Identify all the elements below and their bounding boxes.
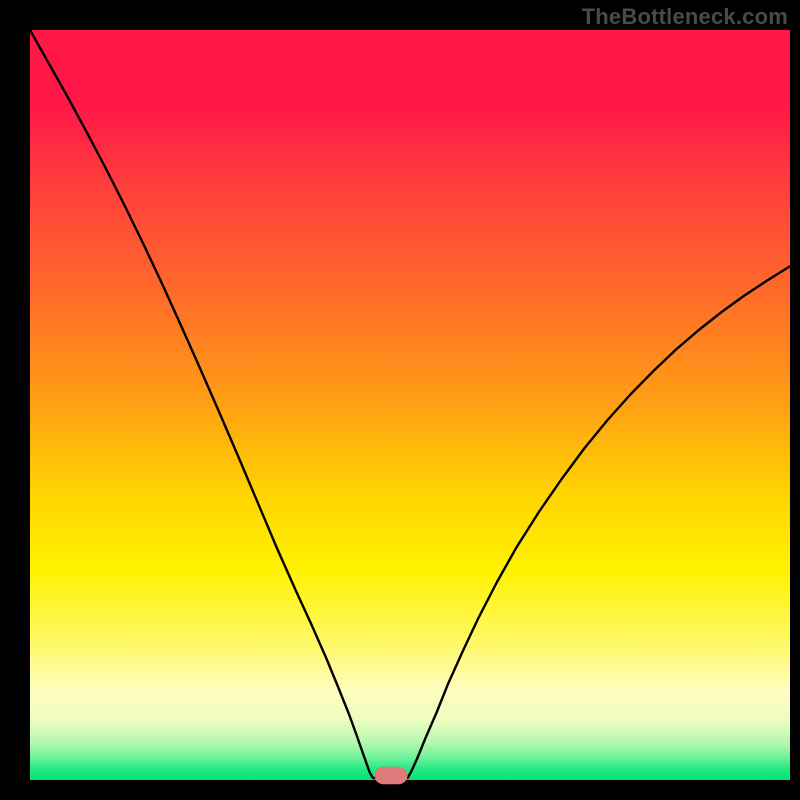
plot-background: [30, 30, 790, 780]
optimal-marker: [375, 767, 407, 784]
chart-container: TheBottleneck.com: [0, 0, 800, 800]
watermark-text: TheBottleneck.com: [582, 4, 788, 30]
bottleneck-chart-svg: [0, 0, 800, 800]
